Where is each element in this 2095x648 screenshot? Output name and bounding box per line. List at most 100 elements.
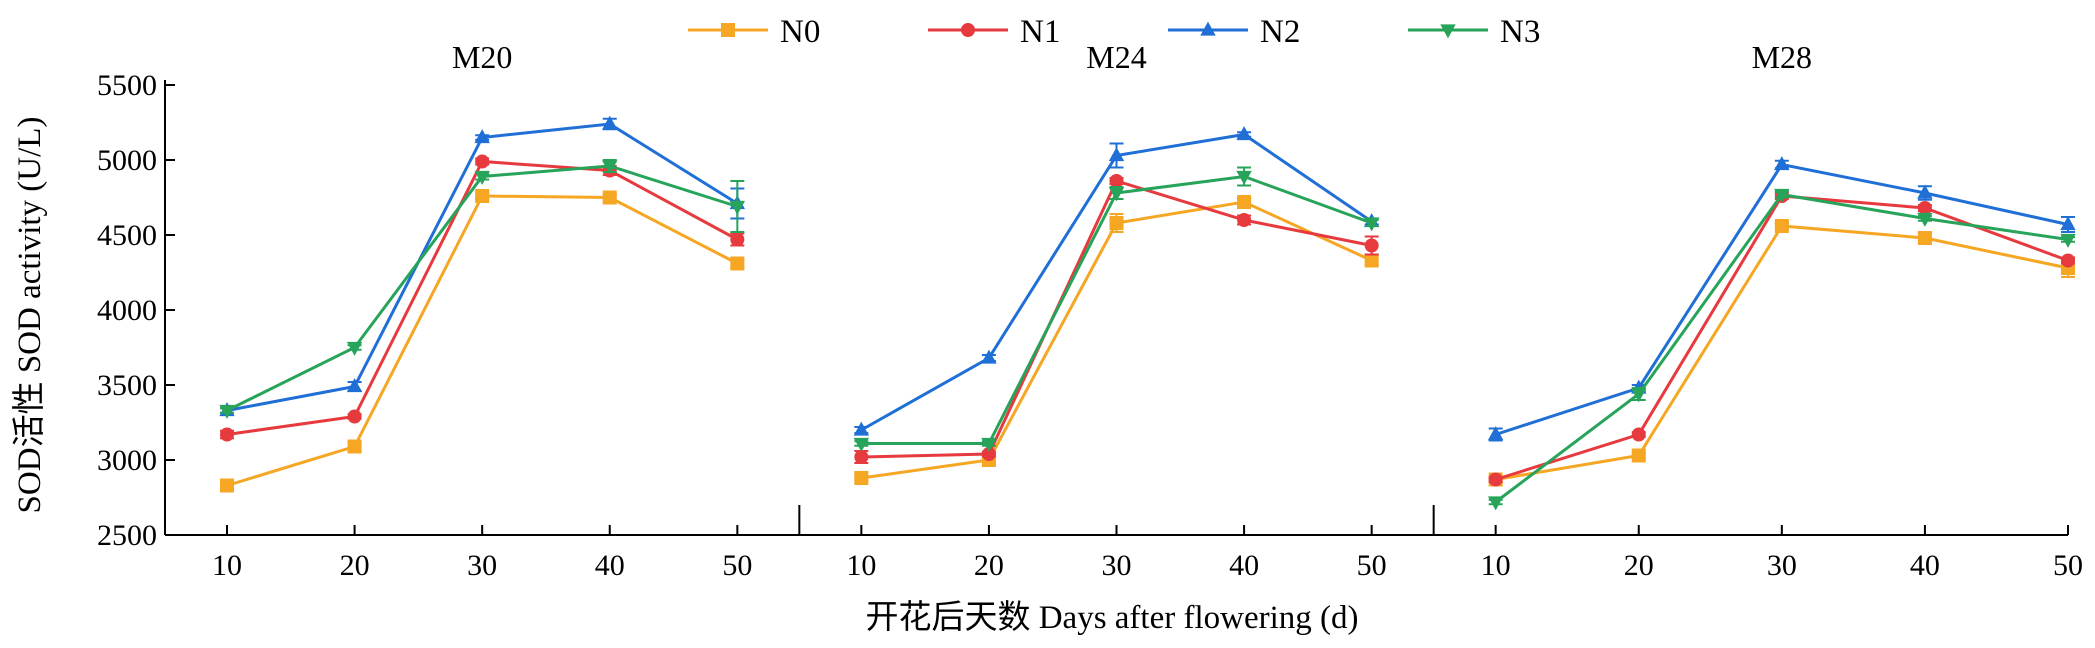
marker-triangle-up — [1487, 426, 1504, 441]
marker-square — [730, 256, 745, 271]
marker-square — [1631, 448, 1646, 463]
marker-triangle-down — [602, 160, 618, 175]
marker-triangle-up — [474, 129, 490, 144]
x-axis-title: 开花后天数 Days after flowering (d) — [865, 599, 1358, 636]
marker-circle — [2061, 253, 2075, 268]
marker-triangle-down — [729, 200, 746, 215]
marker-triangle-down — [1631, 388, 1647, 403]
marker-triangle-down — [981, 437, 997, 452]
x-tick-label: 10 — [1481, 549, 1511, 582]
y-tick-label: 3000 — [97, 444, 157, 477]
panel-m24: M24 10 20 30 40 50 — [846, 39, 1386, 582]
legend-item-n2: N2 — [1168, 14, 1300, 50]
x-tick-label: 50 — [722, 549, 752, 582]
y-axis-title: SOD活性 SOD activity (U/L) — [11, 117, 48, 514]
panel-m28: M28 10 20 30 40 50 — [1481, 39, 2083, 582]
legend: N0 N1 N2 N3 — [688, 14, 1540, 50]
series-n3 — [853, 166, 1380, 452]
marker-triangle-down — [2060, 233, 2076, 248]
legend-label: N3 — [1500, 14, 1540, 50]
marker-triangle-up — [346, 378, 363, 393]
marker-triangle-up — [1108, 147, 1125, 162]
marker-circle — [475, 154, 490, 169]
x-tick-label: 30 — [467, 549, 497, 582]
x-tick-label: 40 — [595, 549, 625, 582]
legend-label: N2 — [1260, 14, 1300, 50]
panel-m20: M20 10 20 30 40 50 — [212, 39, 752, 582]
x-tick-label: 20 — [340, 549, 370, 582]
marker-circle — [220, 427, 234, 442]
marker-square — [602, 190, 617, 205]
marker-square — [1774, 219, 1789, 233]
marker-circle — [347, 409, 362, 424]
marker-triangle-up — [1236, 126, 1252, 141]
x-tick-label: 40 — [1910, 549, 1940, 582]
x-tick-label: 10 — [846, 549, 876, 582]
marker-triangle-up — [1774, 156, 1790, 171]
marker-triangle-down — [1440, 24, 1456, 39]
y-tick-label: 5000 — [97, 144, 157, 177]
legend-item-n0: N0 — [688, 14, 820, 50]
x-tick-label: 20 — [1624, 549, 1654, 582]
marker-circle — [1364, 238, 1379, 253]
x-tick-label: 30 — [1767, 549, 1797, 582]
marker-triangle-down — [1108, 187, 1125, 202]
marker-triangle-up — [853, 421, 870, 436]
x-tick-label: 50 — [2053, 549, 2083, 582]
marker-circle — [961, 23, 975, 37]
x-tick-label: 40 — [1229, 549, 1259, 582]
marker-triangle-down — [219, 404, 235, 419]
marker-square — [1364, 253, 1379, 268]
marker-square — [1917, 231, 1932, 245]
marker-circle — [730, 232, 745, 247]
marker-triangle-down — [1917, 212, 1933, 227]
series-line — [861, 200, 1373, 480]
marker-triangle-up — [1200, 21, 1216, 36]
marker-triangle-up — [2060, 216, 2076, 231]
marker-triangle-down — [1774, 188, 1790, 203]
x-tick-label: 20 — [974, 549, 1004, 582]
marker-square — [220, 478, 234, 493]
marker-circle — [981, 447, 996, 461]
series-n0 — [220, 189, 745, 493]
series-n1 — [854, 174, 1379, 464]
x-tick-label: 30 — [1102, 549, 1132, 582]
marker-square — [475, 189, 490, 203]
legend-label: N1 — [1020, 14, 1060, 50]
y-tick-label: 3500 — [97, 369, 157, 402]
marker-triangle-up — [1917, 184, 1933, 199]
marker-square — [1109, 216, 1124, 230]
marker-square — [854, 471, 869, 485]
legend-item-n1: N1 — [928, 14, 1060, 50]
marker-circle — [854, 450, 869, 464]
marker-square — [721, 23, 735, 37]
legend-item-n3: N3 — [1408, 14, 1540, 50]
x-tick-label: 50 — [1357, 549, 1387, 582]
marker-square — [1237, 195, 1252, 209]
marker-circle — [1917, 201, 1932, 215]
series-n2 — [853, 126, 1380, 436]
marker-triangle-down — [1236, 170, 1252, 185]
series-n3 — [1487, 188, 2076, 511]
marker-triangle-down — [1363, 217, 1380, 232]
series-line — [1495, 224, 2069, 481]
marker-triangle-down — [474, 170, 490, 185]
panel-title: M28 — [1752, 39, 1812, 75]
series-n0 — [854, 195, 1379, 485]
panel-title: M20 — [452, 39, 512, 75]
marker-circle — [1109, 174, 1124, 188]
series-line — [1494, 192, 2069, 504]
marker-circle — [1631, 427, 1646, 442]
series-n0 — [1488, 219, 2075, 487]
marker-triangle-down — [346, 341, 363, 356]
marker-circle — [1237, 213, 1252, 227]
x-tick-label: 10 — [212, 549, 242, 582]
series-line — [226, 194, 739, 487]
panel-title: M24 — [1086, 39, 1146, 75]
series-n3 — [219, 159, 746, 419]
marker-circle — [1488, 472, 1503, 487]
y-tick-label: 5500 — [97, 69, 157, 102]
marker-triangle-down — [1487, 496, 1504, 511]
legend-label: N0 — [780, 14, 820, 50]
